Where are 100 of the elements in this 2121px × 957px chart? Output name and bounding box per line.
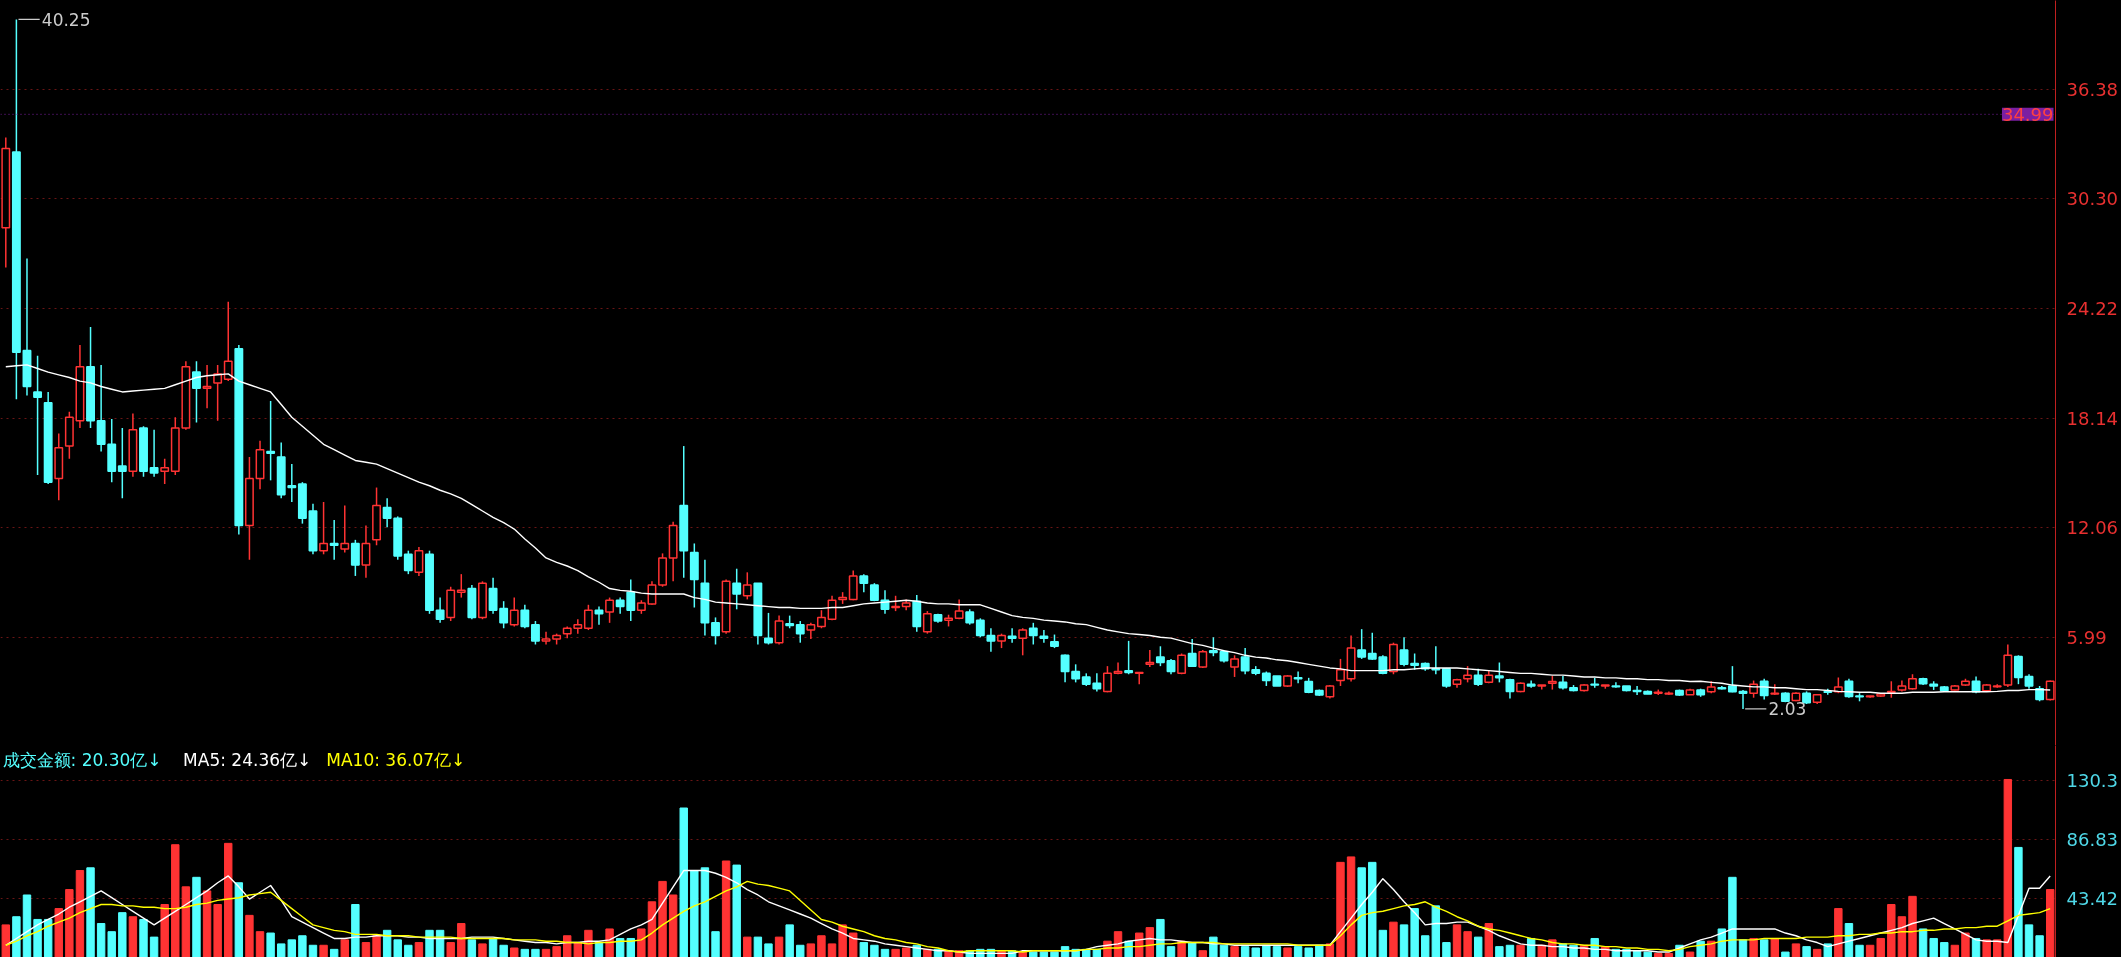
bar [1325,943,1335,957]
candlestick [1727,665,1737,694]
bar [1495,946,1504,957]
bar [340,939,349,957]
bar [1293,946,1303,957]
bar [1410,908,1419,957]
bar [245,914,254,957]
bar [266,932,275,957]
bar [1516,944,1525,957]
bar [1336,861,1345,957]
bar [308,944,318,957]
candlestick [149,429,159,478]
candlestick [732,567,742,611]
candlestick [117,427,127,500]
bar [838,924,847,957]
bar [1484,923,1493,957]
candlestick [594,605,604,626]
candlestick [1230,654,1240,678]
bar [891,948,900,957]
bar [149,936,159,957]
candlestick [1155,645,1165,667]
bar [1749,937,1758,957]
bar [1664,952,1674,957]
bar [1940,942,1949,957]
bar [1473,936,1483,957]
candlestick [160,457,170,485]
bar [1876,937,1885,957]
bar [107,931,116,957]
bar [213,904,222,957]
bar [1887,904,1896,957]
bar [637,928,646,957]
y-tick-label: 5.99 [2066,626,2107,648]
bar [382,929,392,957]
annotation: 2.03 [1768,699,1807,720]
bar [202,890,212,957]
bar [1,924,10,957]
bar [118,912,127,957]
bar [1728,876,1737,957]
bar [700,867,710,957]
candlestick [456,573,466,599]
candlestick [1208,636,1218,657]
bar [1452,924,1462,957]
bar [1304,947,1313,957]
bar [732,864,741,957]
candlestick [382,497,392,528]
bar [329,948,339,957]
bar [1389,921,1398,957]
candlestick [1028,622,1038,646]
bar [1685,951,1695,957]
candlestick [530,620,540,646]
candlestick [764,612,773,646]
y-tick-label: 43.42 [2066,887,2119,909]
bar [1505,944,1515,957]
candlestick [361,524,371,579]
bar [774,936,784,957]
candlestick [795,620,805,644]
bar [12,916,21,957]
bar [1029,951,1038,957]
line-series [5,880,2051,953]
candlestick [1007,627,1017,644]
candlestick [329,519,339,561]
bar [531,948,540,957]
bar [192,876,201,957]
bar [404,944,413,957]
bar [880,948,890,957]
candlestick [202,364,212,409]
bar [827,943,837,957]
bar [552,946,561,957]
candlestick [223,301,233,382]
candlestick [403,549,413,575]
candlestick [774,614,784,646]
bar [1230,946,1239,957]
candlestick [33,355,43,476]
candlestick [414,546,424,577]
bar [849,932,858,957]
y-tick-label: 24.22 [2066,298,2119,320]
bar [1929,937,1938,957]
bar [1855,944,1864,957]
bar [1537,944,1546,957]
annotation: 40.25 [41,9,91,30]
bar [33,918,42,957]
bar [1442,942,1451,957]
bar [319,944,328,957]
bar [1812,948,1822,957]
bar [1759,939,1769,957]
y-tick-label: 130.3 [2066,769,2119,791]
candlestick [1198,649,1208,669]
candlestick [859,573,869,593]
bar [658,880,667,957]
bar [1770,937,1779,957]
bar [446,942,455,957]
bar [764,943,773,957]
candlestick [213,364,223,422]
candlestick [1124,640,1134,675]
bar [1050,951,1059,957]
bar [255,931,265,957]
bar [541,948,551,957]
bar [478,943,487,957]
candlestick [435,596,445,624]
bar [796,944,805,957]
